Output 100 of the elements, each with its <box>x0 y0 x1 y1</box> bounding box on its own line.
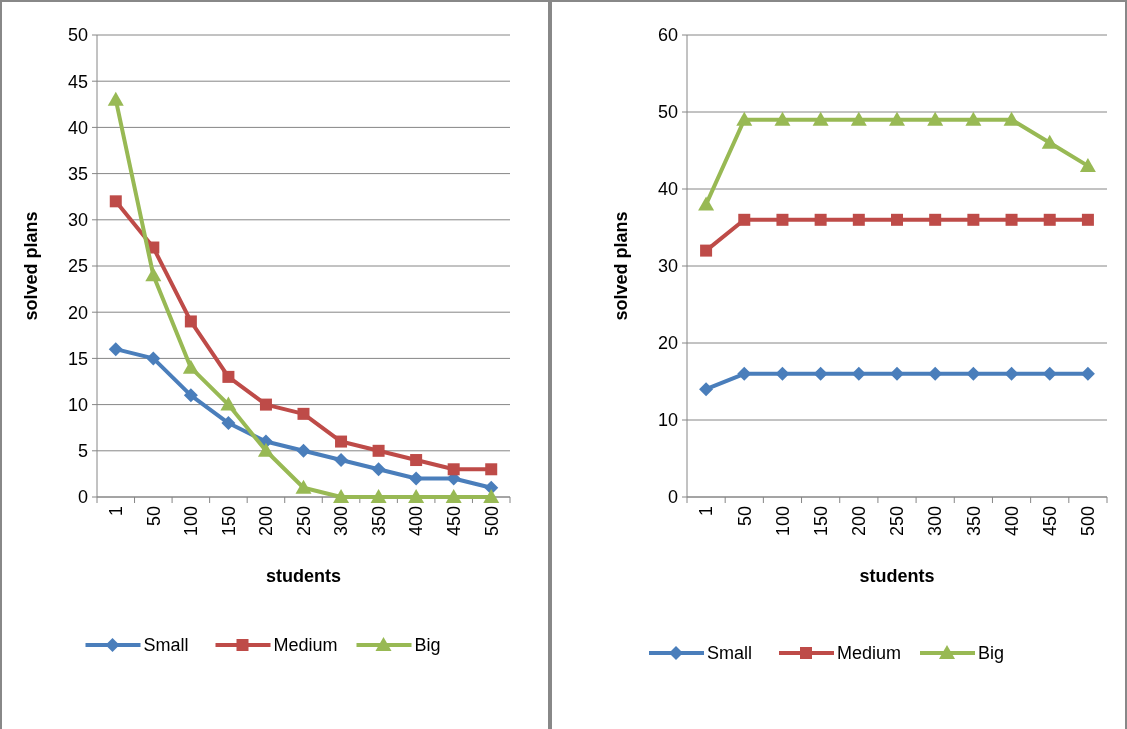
x-tick-label: 300 <box>925 506 946 537</box>
point <box>1005 213 1018 226</box>
y-tick-label: 25 <box>67 256 88 277</box>
point <box>370 489 387 503</box>
point <box>890 366 904 381</box>
point <box>222 370 235 383</box>
point <box>775 366 790 381</box>
point <box>812 111 829 126</box>
x-tick-label: 500 <box>1078 506 1099 537</box>
point <box>1080 366 1095 381</box>
point <box>700 244 713 257</box>
x-tick-label: 50 <box>734 506 755 527</box>
point <box>1081 213 1094 226</box>
x-tick-label: 300 <box>331 506 352 537</box>
y-tick-label: 5 <box>77 441 88 462</box>
point <box>965 111 982 126</box>
point <box>333 489 350 503</box>
x-axis-title: students <box>859 566 935 586</box>
point <box>929 213 942 226</box>
x-tick-label: 200 <box>849 506 870 537</box>
point <box>146 351 161 366</box>
y-tick-label: 20 <box>657 333 678 354</box>
point <box>776 213 789 226</box>
point <box>927 111 944 126</box>
point <box>410 454 423 467</box>
point <box>183 388 198 403</box>
point <box>891 213 903 226</box>
x-tick-label: 350 <box>368 506 389 537</box>
legend-label: Medium <box>273 635 338 656</box>
x-tick-label: 250 <box>887 506 908 537</box>
point <box>483 489 500 503</box>
point <box>445 489 462 503</box>
legend-label: Small <box>143 635 189 656</box>
point <box>108 342 123 357</box>
point <box>967 213 980 226</box>
point <box>182 359 199 374</box>
x-tick-label: 1 <box>696 506 717 517</box>
point <box>1042 366 1057 381</box>
y-tick-label: 30 <box>67 210 88 231</box>
point <box>107 91 124 106</box>
point <box>447 463 460 476</box>
point <box>371 462 386 477</box>
x-tick-label: 200 <box>256 506 277 537</box>
y-tick-label: 60 <box>657 25 678 46</box>
y-tick-label: 20 <box>67 302 88 323</box>
point <box>850 111 867 126</box>
legend-label: Medium <box>837 643 902 664</box>
y-tick-label: 50 <box>657 102 678 123</box>
y-tick-label: 50 <box>67 25 88 46</box>
point <box>1041 134 1058 149</box>
legend-label: Big <box>414 635 441 656</box>
point <box>257 442 274 457</box>
x-tick-label: 450 <box>443 506 464 537</box>
point <box>220 396 237 411</box>
point <box>851 366 866 381</box>
x-tick-label: 100 <box>772 506 793 537</box>
point <box>296 443 311 458</box>
point <box>334 453 349 468</box>
x-tick-label: 250 <box>293 506 314 537</box>
point <box>145 267 162 282</box>
y-tick-label: 10 <box>67 394 88 415</box>
y-tick-label: 15 <box>67 348 88 369</box>
x-tick-label: 400 <box>406 506 427 537</box>
x-tick-label: 350 <box>963 506 984 537</box>
point <box>814 213 827 226</box>
y-tick-label: 45 <box>67 71 88 92</box>
point <box>698 196 715 211</box>
point <box>221 416 236 431</box>
legend-label: Big <box>978 643 1005 664</box>
point <box>335 435 348 448</box>
point <box>485 463 498 476</box>
y-tick-label: 30 <box>657 256 678 277</box>
point <box>813 366 828 381</box>
y-tick-label: 10 <box>657 410 678 431</box>
point <box>184 315 197 328</box>
y-tick-label: 40 <box>67 117 88 138</box>
point <box>1079 157 1096 172</box>
y-tick-label: 40 <box>657 179 678 200</box>
point <box>774 111 791 126</box>
y-axis-title: solved plans <box>21 211 41 321</box>
x-tick-label: 500 <box>481 506 502 537</box>
point <box>297 407 310 420</box>
y-axis-title: solved plans <box>611 211 631 321</box>
x-tick-label: 50 <box>143 506 164 527</box>
x-tick-label: 450 <box>1040 506 1061 537</box>
point <box>1004 366 1019 381</box>
point <box>409 471 424 486</box>
point <box>372 444 385 457</box>
x-tick-label: 150 <box>218 506 239 537</box>
point <box>928 366 943 381</box>
x-tick-label: 100 <box>181 506 202 537</box>
x-tick-label: 1 <box>106 506 127 517</box>
x-tick-label: 150 <box>810 506 831 537</box>
point <box>889 111 905 126</box>
point <box>737 366 752 381</box>
x-tick-label: 400 <box>1001 506 1022 537</box>
y-tick-label: 0 <box>77 487 88 508</box>
legend-label: Small <box>707 643 753 664</box>
point <box>295 479 312 494</box>
point <box>852 213 865 226</box>
